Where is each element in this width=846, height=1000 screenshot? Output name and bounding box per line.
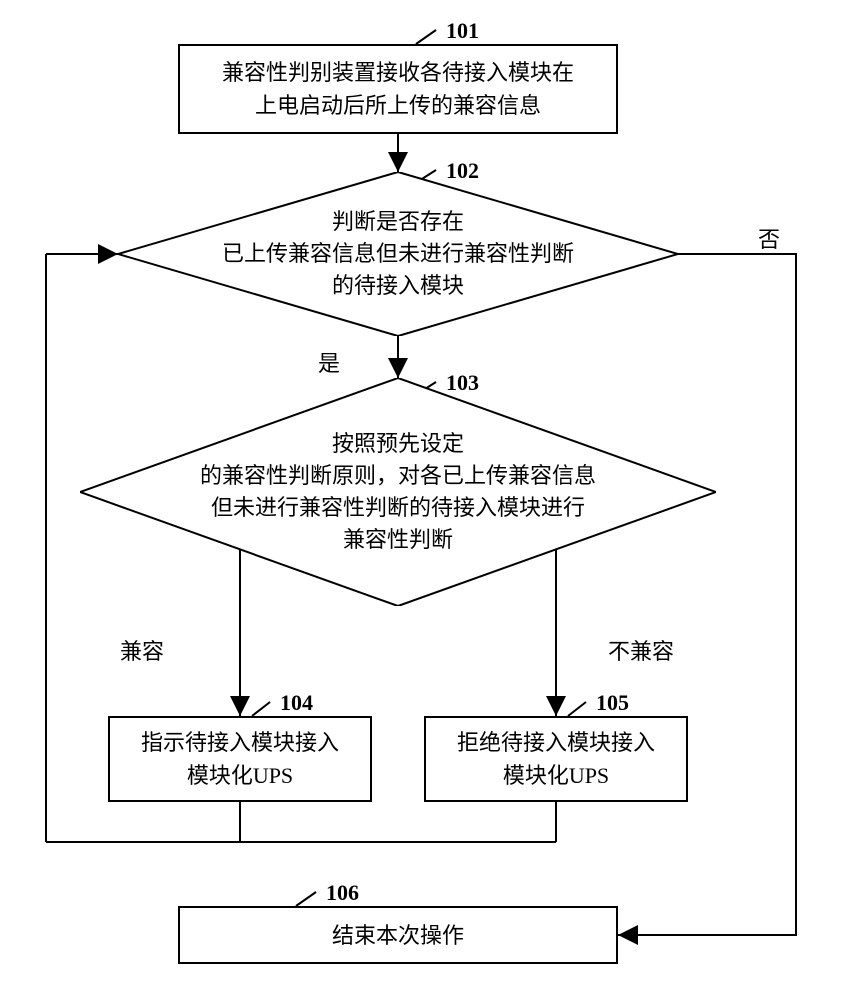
node-104-label: 104 xyxy=(280,690,313,716)
node-101-text: 兼容性判别装置接收各待接入模块在上电启动后所上传的兼容信息 xyxy=(222,56,574,122)
node-105-label: 105 xyxy=(596,690,629,716)
node-105: 拒绝待接入模块接入模块化UPS xyxy=(424,716,688,802)
node-104: 指示待接入模块接入模块化UPS xyxy=(108,716,372,802)
node-106-label: 106 xyxy=(326,880,359,906)
node-101-label: 101 xyxy=(446,18,479,44)
node-102: 判断是否存在已上传兼容信息但未进行兼容性判断的待接入模块 xyxy=(118,172,678,336)
node-103: 按照预先设定的兼容性判断原则，对各已上传兼容信息但未进行兼容性判断的待接入模块进… xyxy=(80,378,716,606)
edge-label-incompat: 不兼容 xyxy=(608,634,674,666)
node-103-text: 按照预先设定的兼容性判断原则，对各已上传兼容信息但未进行兼容性判断的待接入模块进… xyxy=(200,428,596,556)
node-105-text: 拒绝待接入模块接入模块化UPS xyxy=(457,726,655,792)
node-101: 兼容性判别装置接收各待接入模块在上电启动后所上传的兼容信息 xyxy=(178,44,618,134)
node-104-text: 指示待接入模块接入模块化UPS xyxy=(141,726,339,792)
edge-label-no: 否 xyxy=(758,222,780,254)
node-106-text: 结束本次操作 xyxy=(332,919,464,952)
node-106: 结束本次操作 xyxy=(178,906,618,964)
node-102-text: 判断是否存在已上传兼容信息但未进行兼容性判断的待接入模块 xyxy=(222,206,574,302)
edge-label-yes: 是 xyxy=(318,346,340,378)
flowchart-canvas: 101 兼容性判别装置接收各待接入模块在上电启动后所上传的兼容信息 102 判断… xyxy=(0,0,846,1000)
edge-label-compat: 兼容 xyxy=(120,634,164,666)
